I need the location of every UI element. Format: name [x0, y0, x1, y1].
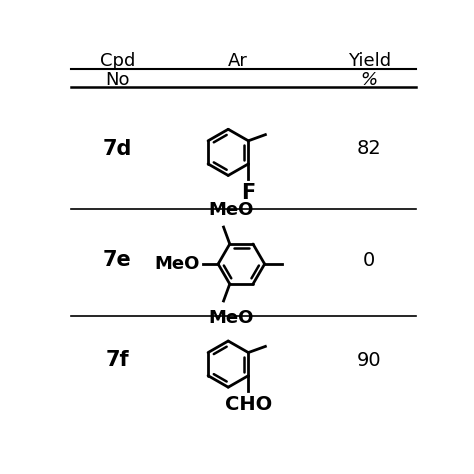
Text: MeO: MeO — [154, 255, 200, 273]
Text: MeO: MeO — [209, 201, 254, 219]
Text: MeO: MeO — [209, 309, 254, 327]
Text: Cpd: Cpd — [100, 53, 135, 71]
Text: 82: 82 — [357, 139, 382, 158]
Text: CHO: CHO — [225, 395, 272, 414]
Text: 7f: 7f — [106, 350, 129, 370]
Text: 90: 90 — [357, 351, 382, 370]
Text: Yield: Yield — [348, 53, 391, 71]
Text: F: F — [241, 183, 255, 203]
Text: %: % — [361, 72, 378, 90]
Text: No: No — [105, 72, 129, 90]
Text: Ar: Ar — [228, 53, 247, 71]
Text: 7d: 7d — [103, 138, 132, 158]
Text: 7e: 7e — [103, 250, 132, 270]
Text: 0: 0 — [363, 251, 375, 270]
